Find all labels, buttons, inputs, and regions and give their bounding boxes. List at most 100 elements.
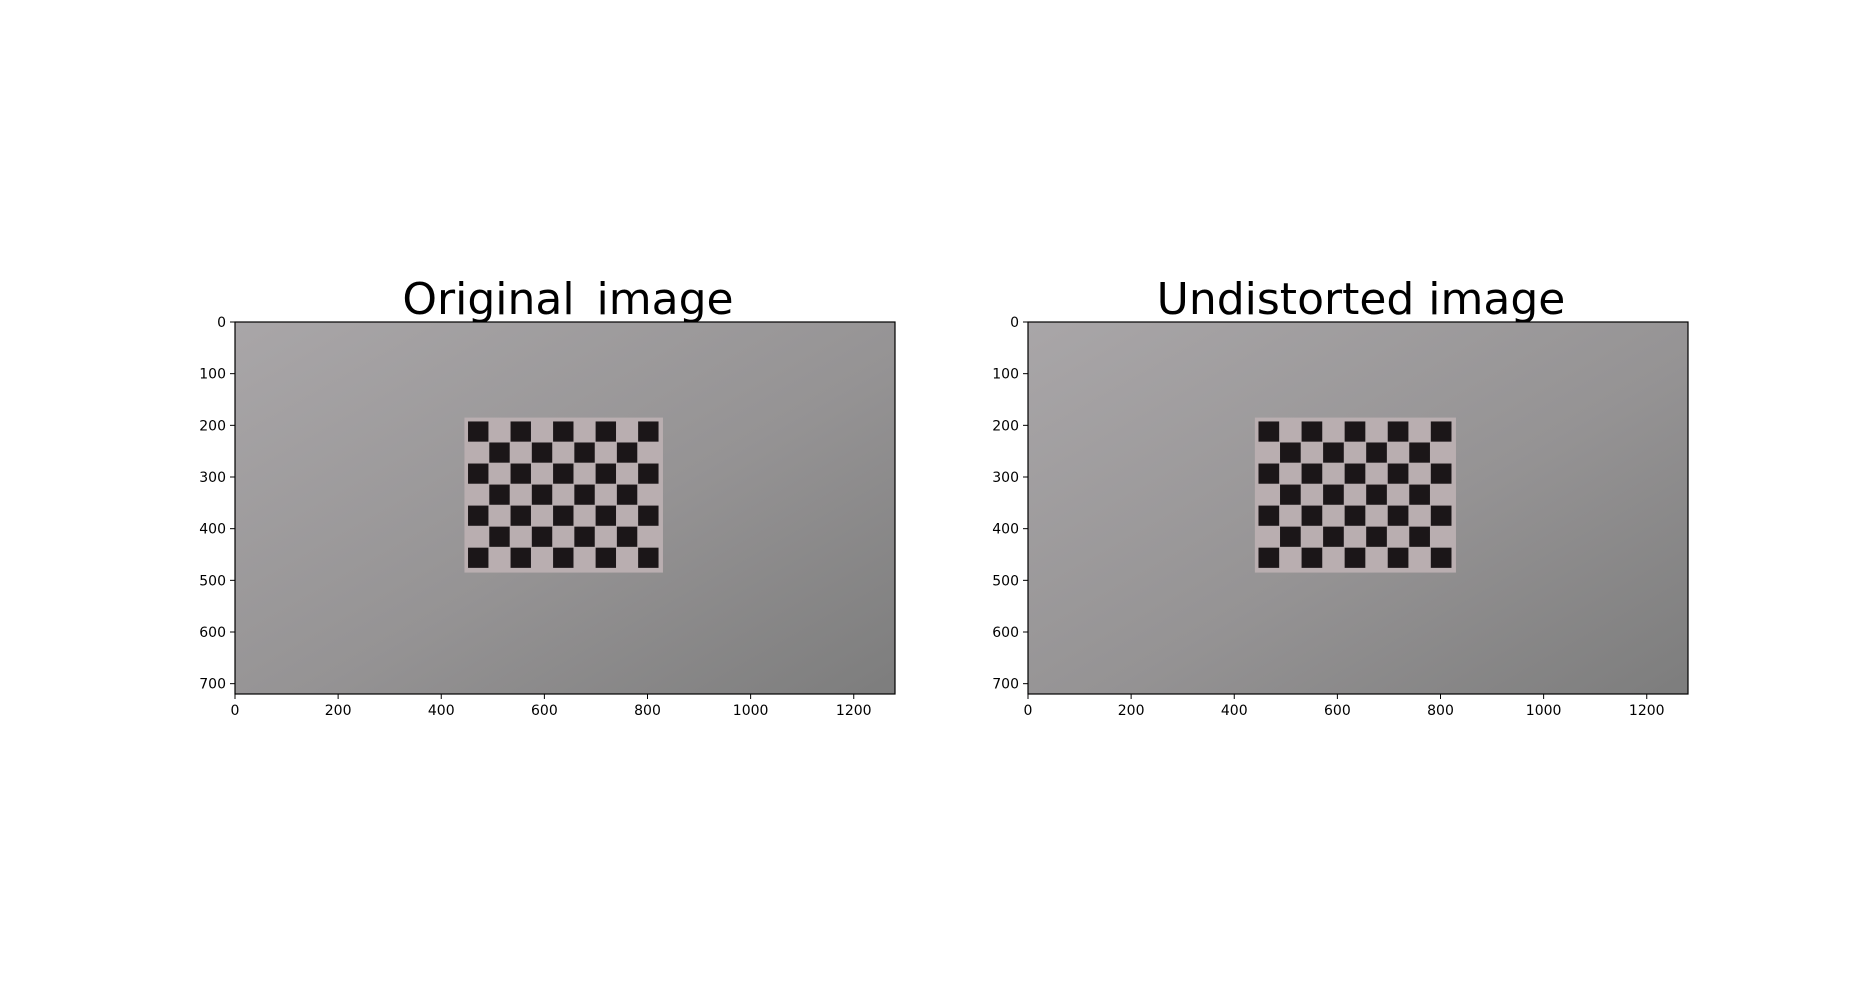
checker-square	[1301, 421, 1323, 442]
x-tick-label: 1200	[836, 703, 872, 719]
checker-square	[1323, 442, 1344, 463]
x-tick-label: 1200	[1629, 703, 1665, 719]
checker-square	[1387, 463, 1409, 484]
y-tick-label: 300	[992, 470, 1019, 486]
x-axis: 0 200 400 600 800 1000 1200	[231, 694, 872, 719]
x-axis: 0 200 400 600 800 1000 1200	[1024, 694, 1665, 719]
x-tick-label: 1000	[1526, 703, 1562, 719]
checker-square	[1430, 547, 1452, 568]
checker-square	[1280, 484, 1301, 505]
checker-square	[489, 442, 510, 463]
y-tick-label: 100	[992, 367, 1019, 383]
checker-square	[1409, 484, 1430, 505]
checker-square	[595, 421, 617, 442]
x-tick-label: 0	[231, 703, 240, 719]
checker-square	[1301, 505, 1323, 526]
x-tick-label: 200	[1118, 703, 1145, 719]
checker-square	[510, 463, 531, 484]
checker-square	[1258, 505, 1280, 526]
x-tick-label: 400	[1221, 703, 1248, 719]
checker-square	[1344, 463, 1366, 484]
checker-square	[1430, 505, 1452, 526]
checker-square	[595, 547, 617, 568]
checker-square	[1409, 442, 1430, 463]
checker-square	[1258, 547, 1280, 568]
checker-square	[1366, 442, 1387, 463]
checker-square	[638, 547, 659, 568]
checker-square	[616, 526, 638, 547]
y-tick-label: 600	[992, 625, 1019, 641]
y-tick-label: 600	[199, 625, 226, 641]
x-tick-label: 800	[634, 703, 661, 719]
checker-square	[531, 442, 553, 463]
checker-square	[1301, 463, 1323, 484]
checker-square	[1430, 463, 1452, 484]
checker-square	[1323, 526, 1344, 547]
panel-title: Undistorted image	[1157, 274, 1566, 325]
x-tick-label: 200	[325, 703, 352, 719]
axes-frame	[234, 321, 896, 695]
checker-square	[1430, 421, 1452, 442]
checker-square	[1387, 547, 1409, 568]
checker-square	[1366, 526, 1387, 547]
checker-square	[553, 505, 574, 526]
photo-original	[235, 322, 895, 694]
checker-square	[1323, 484, 1344, 505]
y-axis: 0 100 200 300 400 500 600 700	[992, 315, 1028, 693]
checker-square	[638, 505, 659, 526]
checker-square	[1344, 421, 1366, 442]
x-tick-label: 1000	[733, 703, 769, 719]
checker-square	[1387, 505, 1409, 526]
checker-square	[595, 505, 617, 526]
axes-frame	[1027, 321, 1689, 695]
checker-square	[574, 442, 595, 463]
y-tick-label: 0	[217, 315, 226, 331]
checker-square	[1344, 547, 1366, 568]
x-tick-label: 800	[1427, 703, 1454, 719]
checker-square	[468, 505, 489, 526]
checker-square	[1280, 526, 1301, 547]
checker-square	[468, 421, 489, 442]
x-tick-label: 0	[1024, 703, 1033, 719]
x-tick-label: 600	[1324, 703, 1351, 719]
checker-square	[638, 463, 659, 484]
checker-square	[1258, 421, 1280, 442]
checker-square	[531, 484, 553, 505]
checker-square	[468, 463, 489, 484]
y-tick-label: 500	[992, 573, 1019, 589]
y-tick-label: 100	[199, 367, 226, 383]
checker-square	[1366, 484, 1387, 505]
checker-square	[1387, 421, 1409, 442]
checker-square	[510, 505, 531, 526]
checker-square	[468, 547, 489, 568]
y-tick-label: 0	[1010, 315, 1019, 331]
photo-undistorted	[1028, 322, 1688, 694]
panel-title: Original_image	[402, 274, 733, 325]
checker-square	[489, 526, 510, 547]
checker-square	[1301, 547, 1323, 568]
x-tick-label: 600	[531, 703, 558, 719]
panel-original: Original_image 0 200 400 600 800 1000 1200 0 10…	[199, 274, 896, 719]
checker-square	[531, 526, 553, 547]
panel-undistorted: Undistorted image 0 200 400 600 800 1000 1200 …	[992, 274, 1689, 719]
y-tick-label: 300	[199, 470, 226, 486]
checker-square	[510, 547, 531, 568]
checker-square	[616, 442, 638, 463]
y-tick-label: 700	[992, 677, 1019, 693]
y-tick-label: 700	[199, 677, 226, 693]
y-tick-label: 200	[199, 418, 226, 434]
y-tick-label: 200	[992, 418, 1019, 434]
checker-square	[1409, 526, 1430, 547]
checker-square	[574, 484, 595, 505]
checker-square	[553, 463, 574, 484]
checker-square	[638, 421, 659, 442]
checker-square	[1258, 463, 1280, 484]
checker-square	[510, 421, 531, 442]
checker-square	[616, 484, 638, 505]
y-tick-label: 400	[199, 522, 226, 538]
checker-square	[574, 526, 595, 547]
checker-square	[1280, 442, 1301, 463]
checker-square	[553, 547, 574, 568]
checker-square	[1344, 505, 1366, 526]
